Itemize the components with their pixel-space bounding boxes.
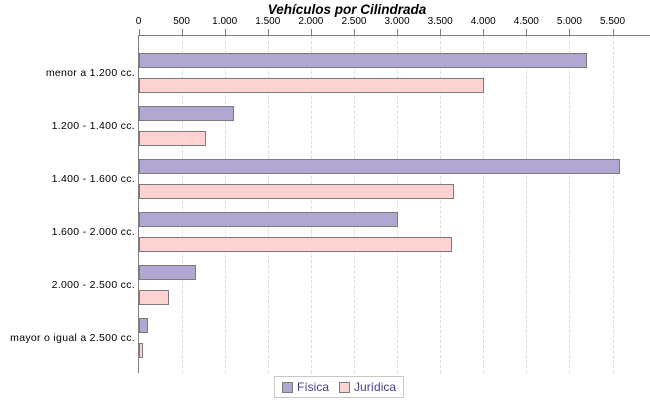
legend-swatch — [282, 381, 293, 393]
x-axis-line — [138, 35, 650, 36]
grid-line — [526, 36, 528, 373]
grid-line — [310, 36, 312, 373]
legend-swatch — [339, 381, 351, 393]
legend-item: Física — [282, 380, 329, 394]
grid-line — [440, 36, 442, 373]
bar-juridica — [139, 237, 452, 252]
legend-label: Jurídica — [354, 380, 397, 394]
x-tick-label: 4.000 — [470, 16, 496, 27]
x-tick — [526, 29, 528, 35]
x-tick — [267, 29, 269, 35]
x-tick — [224, 29, 226, 35]
x-tick-label: 1.000 — [212, 16, 238, 27]
bar-fisica — [139, 159, 620, 174]
grid-line — [397, 36, 399, 373]
bar-fisica — [139, 212, 398, 227]
legend-label: Física — [297, 380, 330, 394]
grid-line — [569, 36, 571, 373]
category-label: menor a 1.200 cc. — [45, 67, 135, 79]
grid-line — [267, 36, 269, 373]
legend-item: Jurídica — [339, 380, 396, 394]
grid-line — [612, 36, 614, 373]
bar-juridica — [139, 290, 169, 305]
bar-juridica — [139, 184, 454, 199]
bar-fisica — [139, 53, 587, 68]
chart-title: Vehículos por Cilindrada — [267, 2, 427, 17]
category-label: mayor o igual a 2.500 cc. — [10, 332, 135, 344]
grid-line — [353, 36, 355, 373]
x-tick-label: 3.000 — [384, 16, 410, 27]
grid-line — [181, 36, 183, 373]
x-tick-label: 1.500 — [255, 16, 281, 27]
bar-fisica — [139, 106, 234, 121]
bar-fisica — [139, 318, 148, 333]
bar-juridica — [139, 131, 206, 146]
x-tick-label: 2.500 — [341, 16, 367, 27]
y-axis-line — [138, 35, 139, 373]
x-tick-label: 0 — [135, 16, 142, 27]
category-label: 2.000 - 2.500 cc. — [51, 279, 135, 291]
x-tick-label: 4.500 — [513, 16, 539, 27]
x-tick-label: 5.000 — [556, 16, 582, 27]
category-label: 1.400 - 1.600 cc. — [51, 173, 135, 185]
x-tick — [483, 29, 485, 35]
x-tick-label: 5.500 — [599, 16, 626, 27]
x-tick — [397, 29, 399, 35]
x-tick — [612, 29, 614, 35]
x-tick-label: 2.000 — [298, 16, 324, 27]
grid-line — [224, 36, 226, 373]
bar-juridica — [139, 343, 143, 358]
category-label: 1.200 - 1.400 cc. — [51, 120, 135, 132]
x-tick — [569, 29, 571, 35]
x-tick — [440, 29, 442, 35]
x-tick — [181, 29, 183, 35]
category-label: 1.600 - 2.000 cc. — [51, 226, 135, 238]
x-tick — [353, 29, 355, 35]
x-tick — [310, 29, 312, 35]
bar-fisica — [139, 265, 196, 280]
grid-line — [483, 36, 485, 373]
x-tick-label: 3.500 — [427, 16, 453, 27]
bar-juridica — [139, 78, 484, 93]
x-tick-label: 500 — [173, 16, 190, 27]
legend: Física Jurídica — [274, 376, 405, 398]
x-tick — [138, 29, 140, 35]
